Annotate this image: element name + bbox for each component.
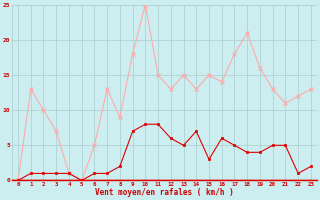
X-axis label: Vent moyen/en rafales ( km/h ): Vent moyen/en rafales ( km/h ) [95,188,234,197]
